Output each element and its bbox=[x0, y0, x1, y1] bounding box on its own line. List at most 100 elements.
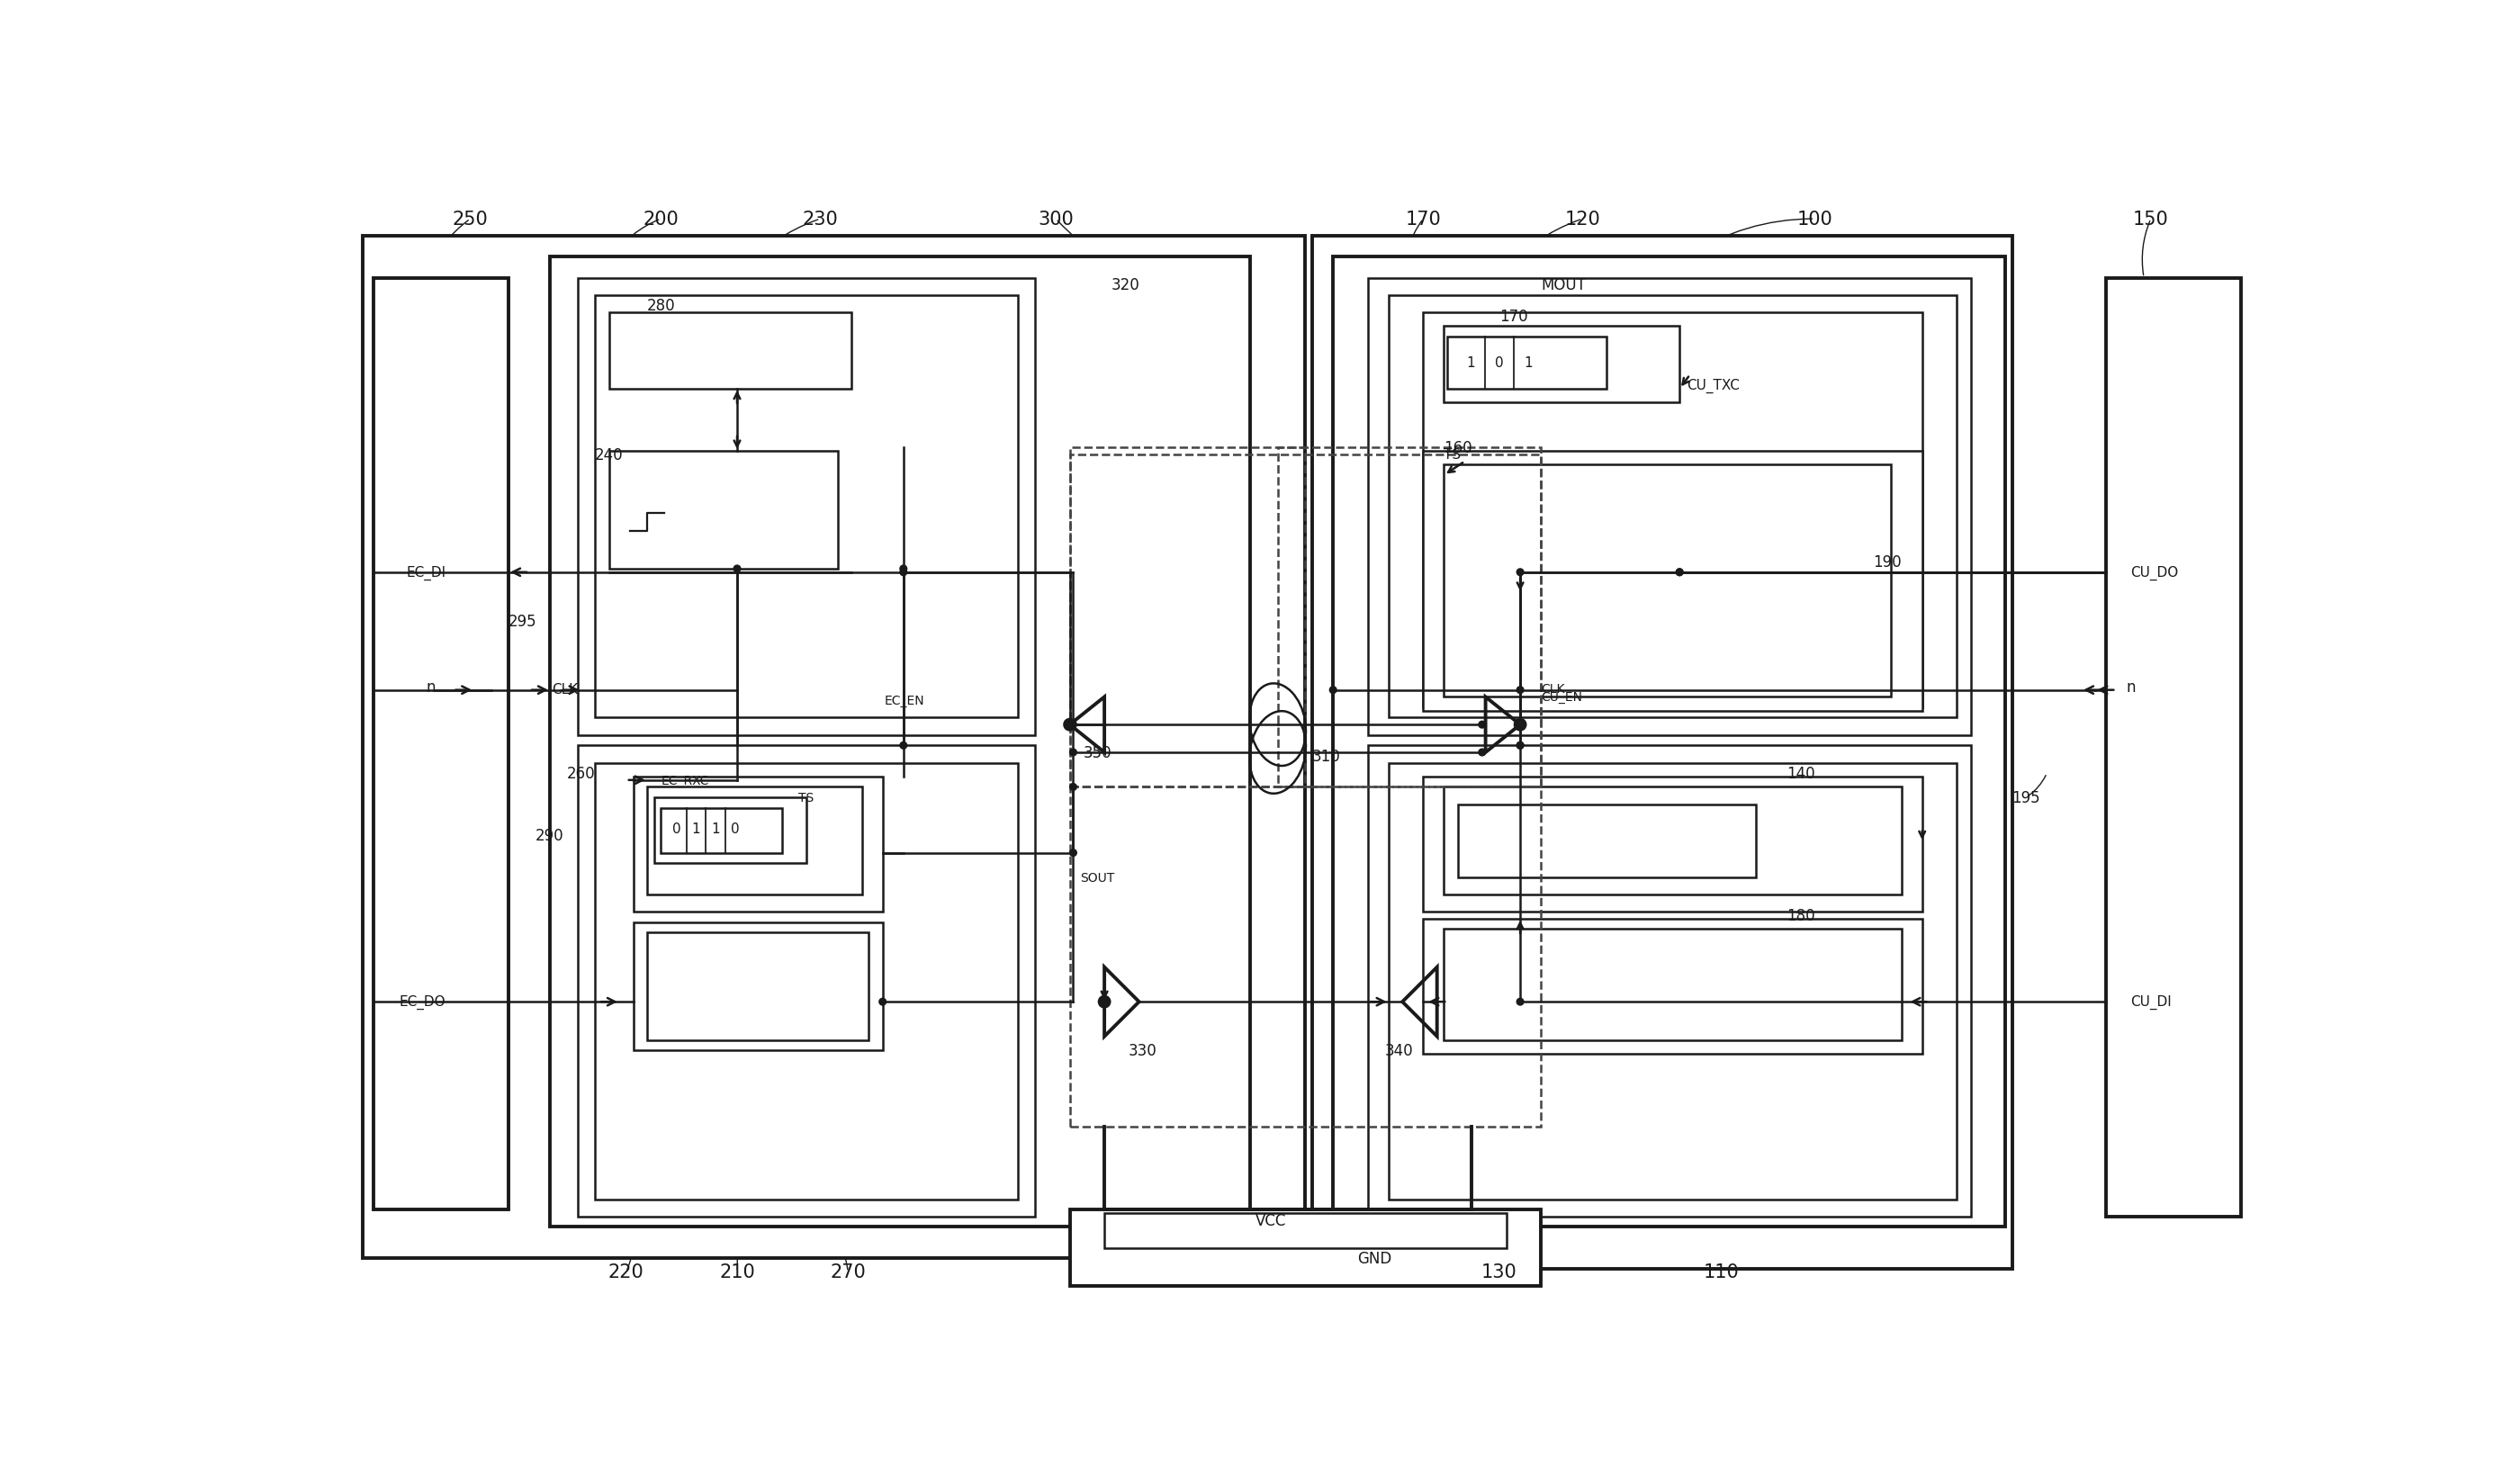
Bar bbox=[1389, 764, 1958, 1200]
Circle shape bbox=[879, 998, 887, 1005]
Text: 170: 170 bbox=[1499, 308, 1527, 325]
Text: 1: 1 bbox=[693, 822, 701, 835]
Bar bbox=[1444, 787, 1903, 894]
Text: 1: 1 bbox=[711, 822, 721, 835]
Text: 195: 195 bbox=[2011, 789, 2041, 805]
Text: 180: 180 bbox=[1787, 908, 1814, 924]
Text: EC_DO: EC_DO bbox=[401, 995, 446, 1010]
Circle shape bbox=[1517, 998, 1525, 1005]
Circle shape bbox=[900, 743, 907, 749]
Bar bbox=[1368, 746, 1971, 1216]
Text: 260: 260 bbox=[567, 765, 595, 782]
Bar bbox=[633, 922, 882, 1050]
Bar bbox=[1444, 466, 1890, 697]
Text: 160: 160 bbox=[1444, 440, 1472, 457]
Circle shape bbox=[1517, 569, 1525, 575]
Circle shape bbox=[1676, 569, 1683, 575]
Bar bbox=[1071, 448, 1305, 787]
Text: EC_RXC: EC_RXC bbox=[660, 774, 708, 786]
Text: 320: 320 bbox=[1111, 277, 1139, 294]
Text: 1: 1 bbox=[1525, 356, 1532, 369]
Bar bbox=[595, 295, 1018, 718]
Circle shape bbox=[1099, 997, 1109, 1007]
Bar bbox=[1444, 326, 1681, 403]
Text: 140: 140 bbox=[1787, 765, 1814, 782]
Text: 110: 110 bbox=[1704, 1264, 1739, 1281]
Bar bbox=[1444, 930, 1903, 1040]
Text: CLK: CLK bbox=[552, 682, 577, 696]
Bar bbox=[577, 279, 1036, 736]
Circle shape bbox=[1071, 722, 1076, 728]
Bar bbox=[1104, 1213, 1507, 1247]
Bar bbox=[1457, 805, 1756, 878]
Bar bbox=[655, 798, 806, 863]
Text: n: n bbox=[426, 679, 436, 696]
Text: 120: 120 bbox=[1565, 211, 1600, 228]
Bar bbox=[1071, 1210, 1542, 1286]
Text: GND: GND bbox=[1358, 1250, 1391, 1266]
Circle shape bbox=[1479, 749, 1487, 756]
Bar bbox=[1333, 258, 2006, 1226]
Text: CU_DO: CU_DO bbox=[2129, 565, 2177, 580]
Text: CLK: CLK bbox=[1542, 682, 1565, 696]
Text: 340: 340 bbox=[1383, 1043, 1414, 1059]
Text: TS: TS bbox=[1444, 448, 1462, 461]
Bar bbox=[1368, 279, 1971, 736]
Text: 310: 310 bbox=[1313, 747, 1341, 764]
Circle shape bbox=[1331, 687, 1336, 694]
Circle shape bbox=[1517, 743, 1525, 749]
Text: 200: 200 bbox=[643, 211, 678, 228]
Text: 190: 190 bbox=[1872, 555, 1903, 571]
Bar bbox=[1313, 237, 2013, 1268]
Text: 100: 100 bbox=[1797, 211, 1832, 228]
Text: 280: 280 bbox=[648, 298, 675, 314]
Bar bbox=[633, 777, 882, 912]
Bar bbox=[1389, 295, 1958, 718]
Text: n: n bbox=[2127, 679, 2137, 696]
Circle shape bbox=[1676, 569, 1683, 575]
Text: 240: 240 bbox=[595, 446, 622, 463]
Circle shape bbox=[900, 569, 907, 575]
Bar bbox=[610, 313, 852, 389]
Bar bbox=[1424, 919, 1923, 1054]
Bar bbox=[610, 451, 837, 569]
Bar bbox=[1446, 337, 1608, 389]
Text: TS: TS bbox=[799, 792, 814, 804]
Circle shape bbox=[1517, 687, 1525, 694]
Circle shape bbox=[900, 565, 907, 572]
Circle shape bbox=[1517, 743, 1525, 749]
Text: CU_TXC: CU_TXC bbox=[1686, 378, 1739, 393]
Text: 330: 330 bbox=[1129, 1043, 1157, 1059]
Bar bbox=[648, 787, 862, 894]
Bar bbox=[1424, 451, 1923, 712]
Text: EC_EN: EC_EN bbox=[885, 694, 925, 707]
Circle shape bbox=[1071, 785, 1076, 790]
Bar bbox=[1424, 777, 1923, 912]
Text: 295: 295 bbox=[509, 612, 537, 629]
Text: SOUT: SOUT bbox=[1081, 871, 1114, 884]
Bar bbox=[648, 933, 869, 1040]
Text: 350: 350 bbox=[1084, 744, 1111, 761]
Text: 1: 1 bbox=[1467, 356, 1474, 369]
Bar bbox=[660, 808, 781, 853]
Text: 0: 0 bbox=[1494, 356, 1504, 369]
Bar bbox=[1424, 313, 1923, 707]
Text: 230: 230 bbox=[801, 211, 839, 228]
Bar bbox=[363, 237, 1305, 1258]
Circle shape bbox=[1063, 719, 1076, 731]
Text: 300: 300 bbox=[1038, 211, 1074, 228]
Text: VCC: VCC bbox=[1255, 1212, 1285, 1228]
Bar bbox=[1278, 448, 1542, 787]
Circle shape bbox=[1071, 749, 1076, 756]
Circle shape bbox=[733, 565, 741, 572]
Circle shape bbox=[1071, 850, 1076, 857]
Text: CU_DI: CU_DI bbox=[2129, 995, 2172, 1010]
Text: 210: 210 bbox=[718, 1264, 756, 1281]
Circle shape bbox=[1479, 722, 1487, 728]
Text: 0: 0 bbox=[673, 822, 680, 835]
Text: 0: 0 bbox=[731, 822, 738, 835]
Text: 170: 170 bbox=[1406, 211, 1441, 228]
Circle shape bbox=[1515, 719, 1525, 731]
Bar bbox=[549, 258, 1250, 1226]
Text: MOUT: MOUT bbox=[1542, 277, 1585, 294]
